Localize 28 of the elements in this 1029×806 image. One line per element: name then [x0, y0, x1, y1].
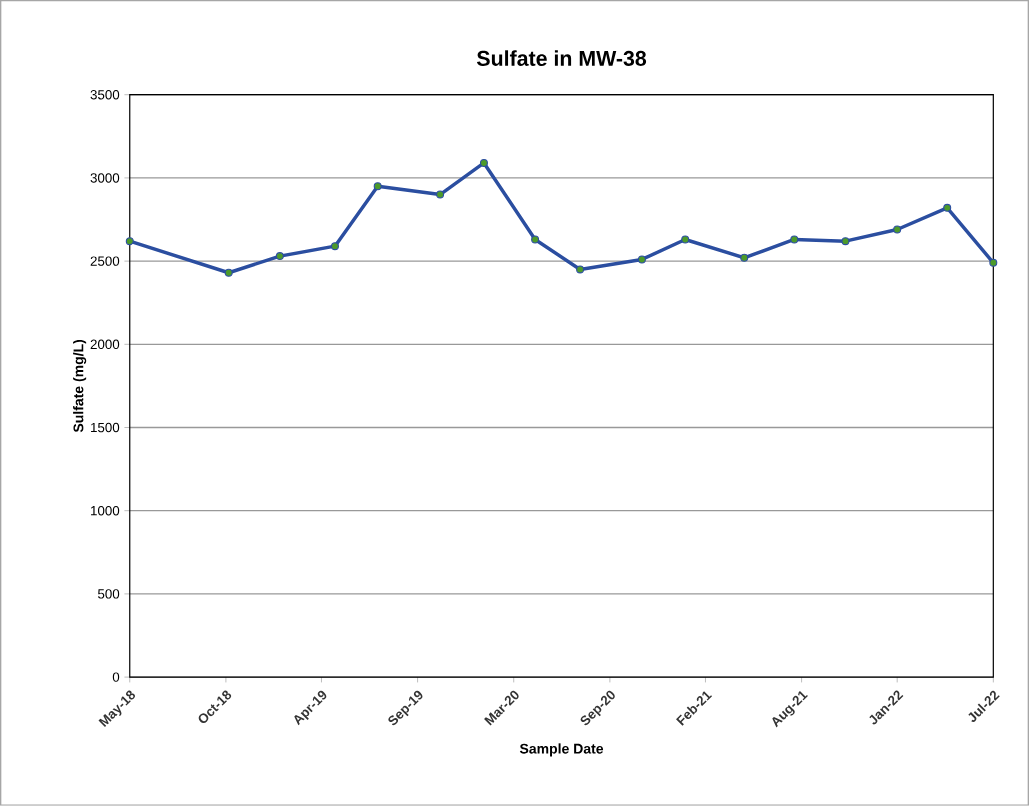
point	[436, 190, 445, 199]
point	[531, 235, 540, 244]
y-axis-title: Sulfate (mg/L)	[73, 340, 87, 433]
point	[373, 182, 382, 191]
point	[224, 268, 233, 277]
y-tick-label: 2500	[90, 256, 120, 266]
point	[637, 255, 646, 264]
point	[576, 265, 585, 274]
y-tick-label: 500	[97, 589, 120, 599]
y-tick-label: 2000	[90, 339, 120, 350]
y-tick-label: 3500	[90, 90, 120, 100]
point	[125, 237, 134, 246]
point	[989, 258, 998, 267]
point	[841, 237, 850, 246]
y-tick-label: 1000	[91, 506, 120, 516]
point	[479, 159, 488, 168]
x-axis-title: Sample Date	[519, 743, 604, 757]
point	[275, 252, 284, 261]
point	[330, 242, 339, 251]
chart-title: Sulfate in MW-38	[476, 50, 647, 67]
y-tick-label: 3000	[90, 173, 120, 183]
y-tick-label: 0	[112, 672, 120, 682]
point	[790, 235, 799, 244]
point	[893, 225, 902, 234]
point	[681, 235, 690, 244]
y-tick-label: 1500	[91, 422, 120, 433]
point	[740, 253, 749, 262]
point	[943, 203, 952, 212]
